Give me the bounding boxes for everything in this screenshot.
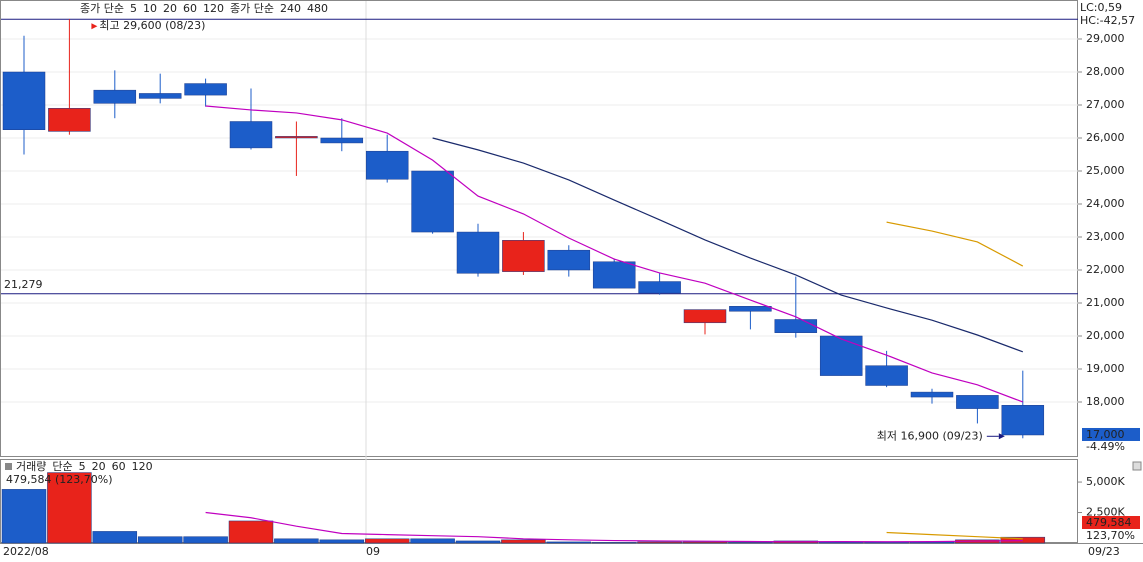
volume-bar — [682, 541, 728, 544]
volume-bar — [183, 536, 228, 544]
legend-entry: 5 — [130, 2, 137, 15]
legend-entry: 240 — [280, 2, 301, 15]
y-tick-label: 26,000 — [1086, 131, 1125, 144]
legend-entry: 120 — [132, 460, 153, 473]
candle-body — [547, 249, 591, 271]
volume-bar — [47, 472, 92, 544]
volume-bar — [410, 538, 455, 544]
candle-body — [910, 391, 954, 398]
ma-line — [886, 531, 1023, 540]
y-tick-label: 5,000K — [1086, 475, 1125, 488]
legend-entry: 60 — [112, 460, 126, 473]
x-tick-label: 2022/08 — [3, 545, 49, 558]
x-tick-label: 09 — [366, 545, 380, 558]
y-tick-label: 27,000 — [1086, 98, 1125, 111]
candle-body — [184, 83, 227, 96]
volume-ratio: 123,70% — [1086, 529, 1135, 542]
y-tick-label: 24,000 — [1086, 197, 1125, 210]
last-volume: 479,584 — [1086, 516, 1132, 529]
max-label: 최고 29,600 (08/23) — [99, 19, 205, 32]
volume-bar — [319, 539, 365, 544]
volume-bar — [501, 539, 546, 544]
y-tick-label: 20,000 — [1086, 329, 1125, 342]
price-panel — [0, 0, 1078, 457]
y-tick-label: 28,000 — [1086, 65, 1125, 78]
candle-body — [683, 309, 727, 324]
volume-bar — [546, 541, 592, 544]
close-button[interactable] — [1132, 461, 1142, 471]
candle-body — [229, 121, 273, 149]
candle-body — [411, 170, 454, 233]
legend-entry: 20 — [163, 2, 177, 15]
candle-body — [956, 395, 999, 409]
hc-label: HC:-42,57 — [1080, 14, 1135, 27]
h-line-label: 21,279 — [4, 278, 43, 291]
legend-entry: 5 — [79, 460, 86, 473]
min-arrow — [998, 433, 1005, 440]
candle-body — [502, 240, 545, 272]
candle-body — [456, 231, 500, 274]
legend-entry: 480 — [307, 2, 328, 15]
legend-entry: 단순 — [52, 460, 72, 473]
legend-entry: 10 — [143, 2, 157, 15]
candle-body — [1001, 405, 1045, 436]
candle-body — [2, 71, 46, 131]
y-tick-label: 19,000 — [1086, 362, 1125, 375]
max-arrow — [91, 23, 98, 30]
candle-body — [320, 137, 364, 144]
candle-body — [819, 335, 863, 376]
legend-entry: 20 — [92, 460, 106, 473]
volume-bar — [637, 541, 682, 544]
date-cursor: 09/23 — [1088, 545, 1120, 558]
candle-body — [729, 306, 772, 312]
legend-entry: 120 — [203, 2, 224, 15]
candle-body — [275, 136, 318, 139]
volume-info: 479,584 (123,70%) — [6, 473, 113, 486]
volume-bar — [364, 538, 410, 544]
legend-entry: 거래량 — [16, 460, 46, 473]
candle-body — [48, 108, 91, 132]
volume-bar — [228, 520, 274, 544]
y-tick-label: 25,000 — [1086, 164, 1125, 177]
volume-bar — [455, 540, 501, 544]
candle-body — [138, 93, 182, 99]
volume-bar — [274, 538, 319, 544]
last-price: 17,000 — [1086, 428, 1125, 441]
candle-body — [638, 281, 681, 294]
legend-swatch — [5, 463, 12, 470]
y-tick-label: 22,000 — [1086, 263, 1125, 276]
volume-bar — [92, 531, 138, 544]
legend-entry: 종가 단순 — [80, 2, 124, 15]
legend-entry: 60 — [183, 2, 197, 15]
lc-label: LC:0,59 — [1080, 1, 1122, 14]
ma-line — [886, 221, 1024, 267]
ma-line — [205, 105, 1024, 403]
volume-bar — [1, 489, 47, 544]
min-label: 최저 16,900 (09/23) — [877, 429, 983, 442]
last-price-box — [1082, 427, 1140, 441]
change: -4.49% — [1086, 440, 1125, 453]
candle-body — [865, 365, 908, 386]
volume-bar — [137, 536, 183, 544]
y-tick-label: 2,500K — [1086, 506, 1125, 519]
candle-body — [774, 319, 818, 333]
y-tick-label: 21,000 — [1086, 296, 1125, 309]
last-volume-box — [1082, 516, 1140, 529]
candle-body — [592, 261, 636, 289]
ma-line — [205, 511, 1023, 543]
y-tick-label: 23,000 — [1086, 230, 1125, 243]
ma-line — [432, 137, 1024, 353]
y-tick-label: 29,000 — [1086, 32, 1125, 45]
volume-bar — [1000, 536, 1046, 544]
y-tick-label: 18,000 — [1086, 395, 1125, 408]
candle-body — [365, 150, 409, 180]
legend-entry: 종가 단순 — [230, 2, 274, 15]
candle-body — [93, 89, 137, 104]
